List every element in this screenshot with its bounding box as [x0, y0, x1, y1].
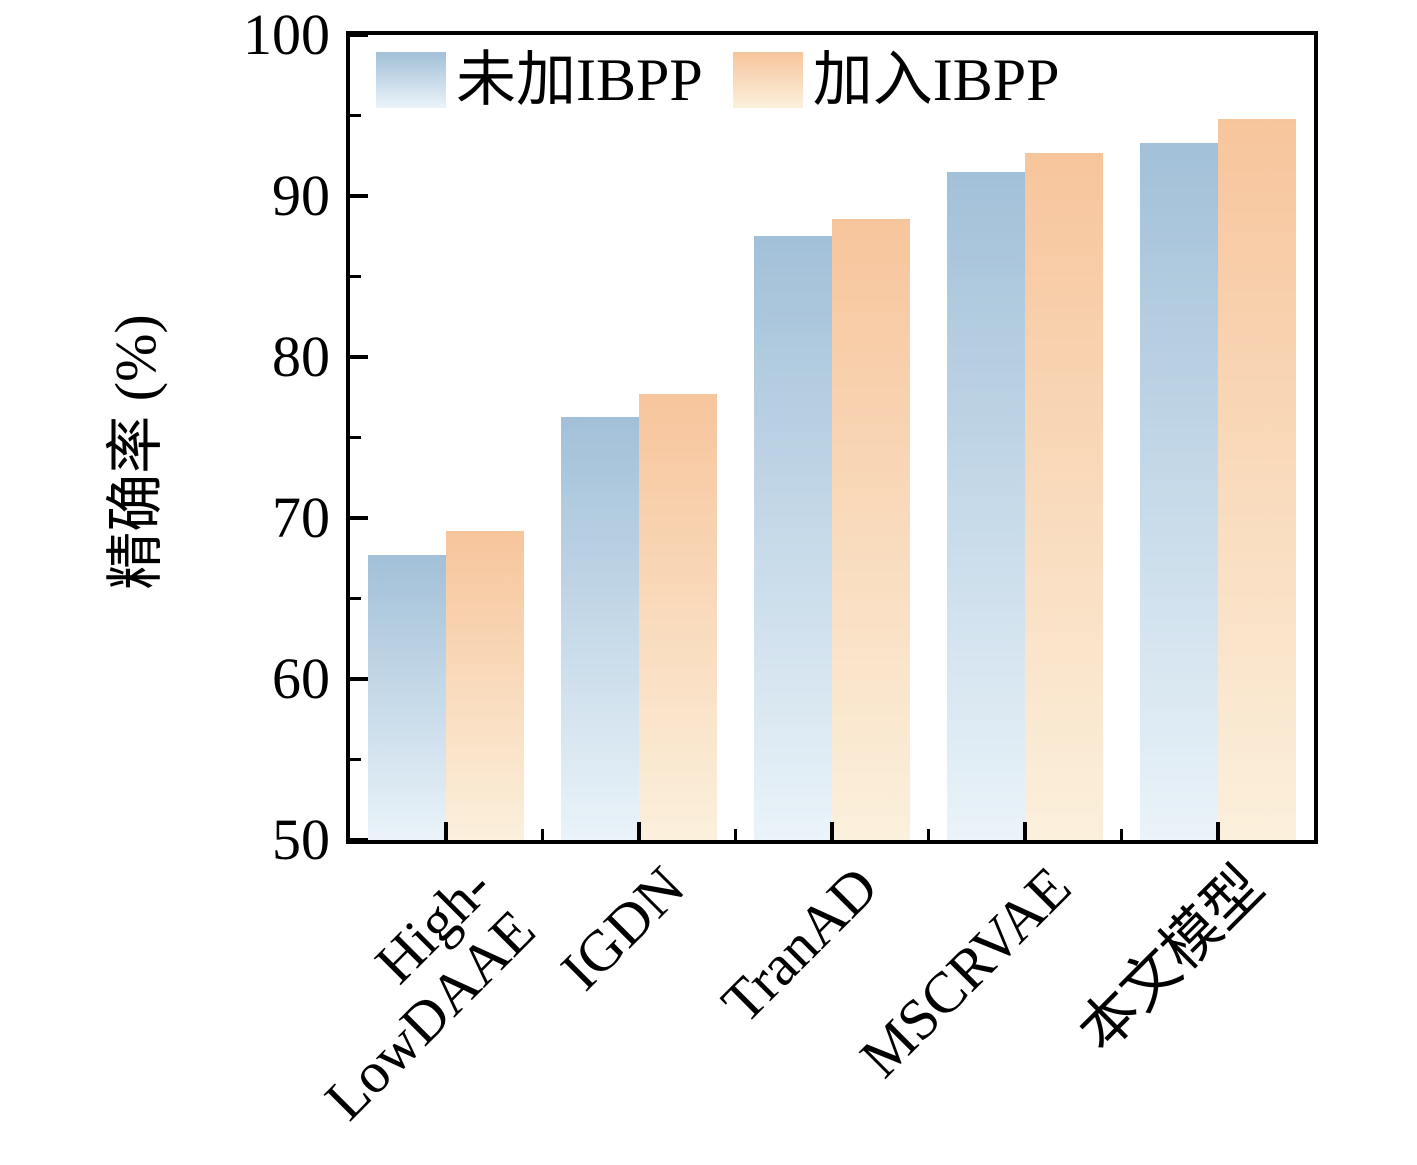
bar-series0-cat1 [561, 416, 640, 840]
bar-series0-cat4 [1139, 142, 1218, 840]
x-category-label-1: IGDN [548, 853, 698, 1003]
bar-series0-cat2 [754, 236, 832, 840]
legend-swatch-blue [376, 52, 446, 108]
y-tick-label-50: 50 [272, 807, 330, 872]
y-tick-label-60: 60 [272, 646, 330, 711]
x-minor-tick-1 [734, 829, 738, 840]
x-category-label-4: 本文模型 [1065, 853, 1276, 1064]
legend-swatch-orange [732, 52, 803, 108]
y-tick-label-70: 70 [272, 485, 330, 550]
y-major-tick-70 [350, 516, 368, 520]
y-tick-label-90: 90 [272, 163, 330, 228]
y-minor-tick-95 [350, 114, 361, 117]
x-category-label-3: MSCRVAE [846, 853, 1083, 1090]
x-category-label-line: 本文模型 [1065, 853, 1276, 1064]
legend-label-with-ibpp: 加入IBPP [812, 47, 1060, 113]
bar-series1-cat0 [446, 530, 525, 840]
x-major-tick-2 [830, 822, 834, 840]
bar-series1-cat1 [639, 394, 718, 840]
x-category-label-line: IGDN [548, 853, 698, 1003]
x-minor-tick-2 [926, 829, 930, 840]
plot-area: 未加IBPP 加入IBPP [346, 31, 1318, 844]
y-minor-tick-75 [350, 436, 361, 439]
x-minor-tick-0 [541, 829, 545, 840]
x-major-tick-3 [1022, 822, 1027, 840]
y-minor-tick-85 [350, 275, 361, 278]
x-category-label-line: MSCRVAE [846, 853, 1083, 1090]
bar-series0-cat3 [946, 171, 1025, 840]
y-tick-label-80: 80 [272, 324, 330, 389]
y-major-tick-50 [350, 838, 368, 842]
legend-item-with-ibpp: 加入IBPP [732, 47, 1060, 113]
y-major-tick-90 [350, 194, 368, 198]
x-category-label-0: High- LowDAAE [271, 854, 547, 1132]
x-category-label-line: TranAD [708, 853, 890, 1036]
y-minor-tick-55 [350, 758, 361, 761]
x-major-tick-4 [1215, 822, 1220, 840]
y-major-tick-80 [350, 355, 368, 359]
legend-item-without-ibpp: 未加IBPP [376, 49, 703, 111]
y-minor-tick-65 [350, 597, 361, 600]
legend-label-without-ibpp: 未加IBPP [456, 47, 703, 113]
x-minor-tick-3 [1119, 829, 1123, 840]
y-major-tick-60 [350, 677, 368, 681]
y-tick-label-100: 100 [243, 2, 330, 67]
bar-series1-cat4 [1217, 118, 1296, 840]
legend: 未加IBPP 加入IBPP [376, 49, 1060, 111]
x-major-tick-1 [637, 822, 642, 840]
x-category-label-2: TranAD [708, 853, 890, 1036]
x-major-tick-0 [444, 822, 449, 840]
y-major-tick-100 [350, 33, 368, 37]
bar-series1-cat2 [832, 218, 910, 840]
bar-series1-cat3 [1024, 152, 1103, 840]
bar-series0-cat0 [368, 555, 447, 840]
